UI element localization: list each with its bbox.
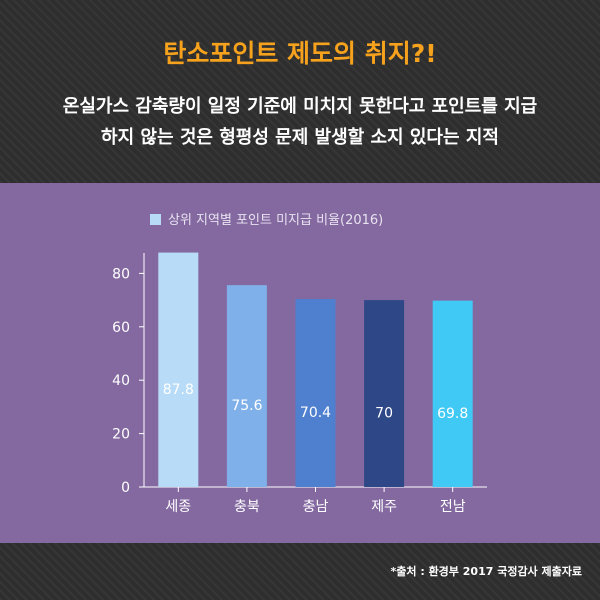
- x-tick-label: 제주: [371, 499, 397, 515]
- bar-1: [226, 285, 267, 487]
- x-tick-label: 세종: [165, 499, 191, 515]
- y-tick-label: 60: [112, 320, 130, 336]
- bar-4: [432, 300, 473, 487]
- x-tick-label: 충남: [303, 499, 329, 515]
- bar-value-label: 70: [375, 406, 393, 422]
- bar-3: [364, 300, 405, 487]
- bar-2: [295, 299, 336, 487]
- legend-label: 상위 지역별 포인트 미지급 비율(2016): [168, 213, 383, 228]
- x-tick-label: 전남: [440, 499, 466, 515]
- header-panel: 탄소포인트 제도의 취지?! 온실가스 감축량이 일정 기준에 미치지 못한다고…: [0, 0, 600, 183]
- source-note: *출처 : 환경부 2017 국정감사 제출자료: [390, 565, 582, 578]
- y-tick-label: 80: [112, 266, 130, 282]
- legend-swatch: [150, 214, 161, 225]
- subtitle-line-1: 온실가스 감축량이 일정 기준에 미치지 못한다고 포인트를 지급: [62, 96, 538, 117]
- bar-0: [158, 252, 199, 487]
- bar-value-label: 87.8: [163, 382, 194, 398]
- bar-value-label: 70.4: [300, 405, 331, 421]
- bar-value-label: 75.6: [231, 398, 262, 414]
- y-tick-label: 0: [121, 480, 130, 496]
- bar-chart: 상위 지역별 포인트 미지급 비율(2016) 0 20 40 60 80 87.8 세종 75…: [112, 213, 487, 515]
- bar-value-label: 69.8: [437, 406, 468, 422]
- y-tick-label: 20: [112, 427, 130, 443]
- chart-panel: 상위 지역별 포인트 미지급 비율(2016) 0 20 40 60 80 87.8 세종 75…: [0, 183, 600, 543]
- subtitle-line-2: 하지 않는 것은 형평성 문제 발생할 소지 있다는 지적: [101, 127, 499, 148]
- page-title: 탄소포인트 제도의 취지?!: [163, 39, 437, 68]
- y-tick-label: 40: [112, 373, 130, 389]
- x-tick-label: 충북: [234, 499, 260, 515]
- footer-panel: *출처 : 환경부 2017 국정감사 제출자료: [0, 543, 600, 600]
